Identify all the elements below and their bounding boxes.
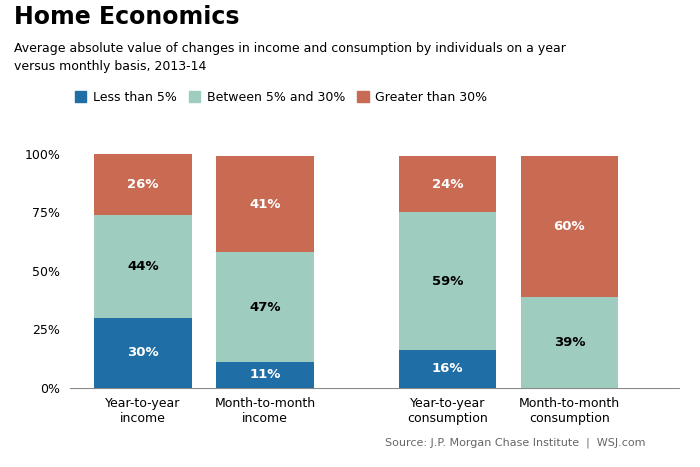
Text: 60%: 60% xyxy=(554,220,585,233)
Text: 41%: 41% xyxy=(249,198,281,211)
Text: 44%: 44% xyxy=(127,260,159,273)
Text: 16%: 16% xyxy=(432,362,463,375)
Bar xyxy=(94,318,192,388)
Text: 47%: 47% xyxy=(249,301,281,313)
Text: 59%: 59% xyxy=(432,275,463,288)
Bar xyxy=(399,156,496,212)
Text: Average absolute value of changes in income and consumption by individuals on a : Average absolute value of changes in inc… xyxy=(14,42,566,73)
Text: 26%: 26% xyxy=(127,178,159,191)
Bar xyxy=(399,212,496,350)
Bar xyxy=(216,362,314,388)
Text: 11%: 11% xyxy=(249,368,281,381)
Bar xyxy=(94,215,192,318)
Bar xyxy=(521,297,618,388)
Bar xyxy=(399,350,496,388)
Text: Source: J.P. Morgan Chase Institute  |  WSJ.com: Source: J.P. Morgan Chase Institute | WS… xyxy=(385,438,645,448)
Text: 24%: 24% xyxy=(432,178,463,191)
Legend: Less than 5%, Between 5% and 30%, Greater than 30%: Less than 5%, Between 5% and 30%, Greate… xyxy=(70,85,492,109)
Bar xyxy=(94,154,192,215)
Bar xyxy=(216,252,314,362)
Text: 39%: 39% xyxy=(554,336,585,348)
Text: Home Economics: Home Economics xyxy=(14,5,239,28)
Bar xyxy=(521,156,618,297)
Text: 30%: 30% xyxy=(127,346,159,359)
Bar xyxy=(216,156,314,252)
